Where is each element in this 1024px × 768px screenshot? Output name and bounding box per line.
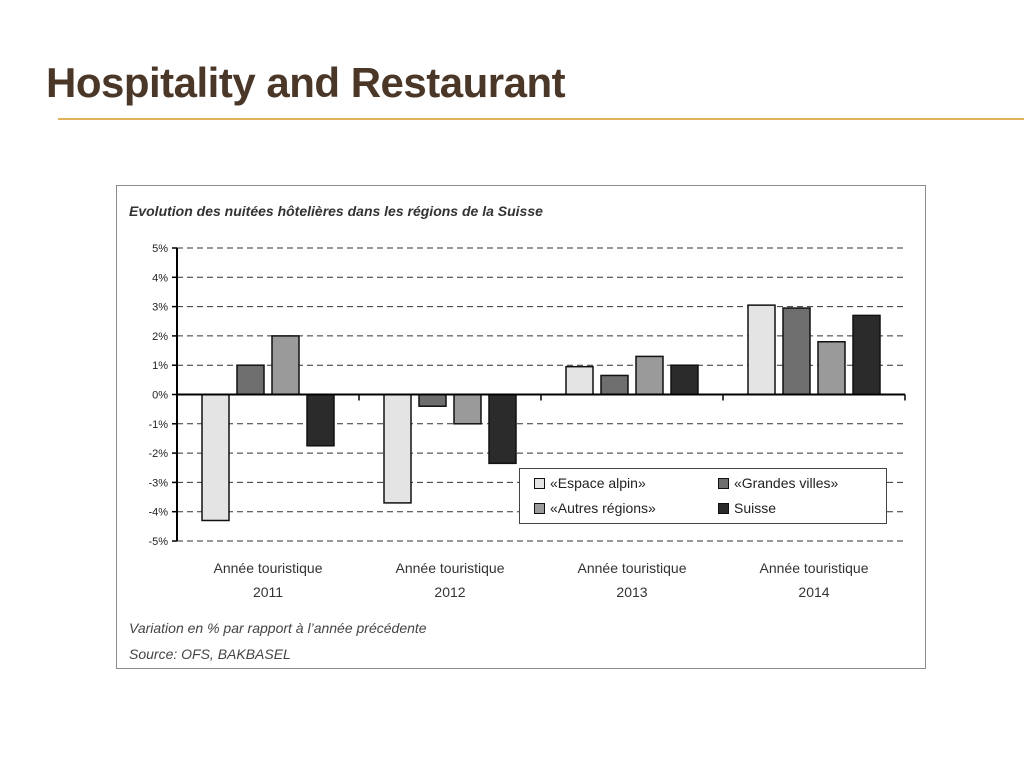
legend-label: «Autres régions» (550, 500, 656, 516)
y-tick-label: 2% (152, 331, 168, 343)
y-tick-label: -4% (148, 507, 168, 519)
x-category-label: Année touristique (578, 560, 687, 576)
y-tick-label: 3% (152, 302, 168, 314)
bar (747, 304, 776, 396)
bar (306, 393, 335, 447)
x-category-label: Année touristique (214, 560, 323, 576)
slide-title: Hospitality and Restaurant (46, 59, 566, 106)
x-category-year: 2012 (434, 584, 465, 600)
bar (670, 364, 699, 396)
legend-swatch (534, 502, 545, 514)
y-tick-label: 4% (152, 272, 168, 284)
y-tick-label: 5% (152, 243, 168, 255)
y-tick-label: -3% (148, 477, 168, 489)
bar (383, 393, 412, 504)
bar (488, 393, 517, 465)
chart-footnote-source: Source: OFS, BAKBASEL (129, 646, 291, 662)
y-tick-label: -1% (148, 419, 168, 431)
bar (201, 393, 230, 522)
y-tick-label: -5% (148, 536, 168, 548)
bar (635, 355, 664, 396)
legend-item-autres-regions: «Autres régions» (534, 500, 656, 516)
legend-label: Suisse (734, 500, 777, 516)
y-tick-label: 1% (152, 360, 168, 372)
bar (418, 393, 447, 407)
y-tick-label: 0% (152, 390, 168, 402)
bar (271, 335, 300, 396)
bar-chart: 5% 4% 3% 2% 1% 0% -1% -2% -3% -4% -5% Année tourist… (148, 243, 906, 600)
y-tick-label: -2% (148, 448, 168, 460)
bar (852, 314, 881, 396)
title-divider (58, 118, 1024, 120)
legend-swatch (718, 502, 729, 514)
legend-item-grandes-villes: «Grandes villes» (718, 475, 838, 491)
x-category-year: 2013 (616, 584, 647, 600)
chart-legend: «Espace alpin» «Grandes villes» «Autres … (519, 468, 887, 524)
legend-label: «Espace alpin» (550, 475, 646, 491)
legend-swatch (534, 477, 545, 489)
chart-frame: Evolution des nuitées hôtelières dans le… (116, 185, 926, 669)
x-category-year: 2014 (798, 584, 829, 600)
x-category-label: Année touristique (396, 560, 505, 576)
legend-label: «Grandes villes» (734, 475, 839, 491)
legend-swatch (718, 477, 729, 489)
bar (453, 393, 482, 425)
bar (236, 364, 265, 396)
chart-title: Evolution des nuitées hôtelières dans le… (129, 203, 543, 219)
legend-item-espace-alpin: «Espace alpin» (534, 475, 646, 491)
legend-item-suisse: Suisse (718, 500, 776, 516)
bar (782, 307, 811, 396)
bar (600, 374, 629, 396)
bar (817, 341, 846, 396)
chart-footnote-variation: Variation en % par rapport à l’année pré… (129, 620, 427, 636)
x-category-year: 2011 (253, 584, 283, 600)
bar (565, 365, 594, 396)
x-category-label: Année touristique (760, 560, 869, 576)
